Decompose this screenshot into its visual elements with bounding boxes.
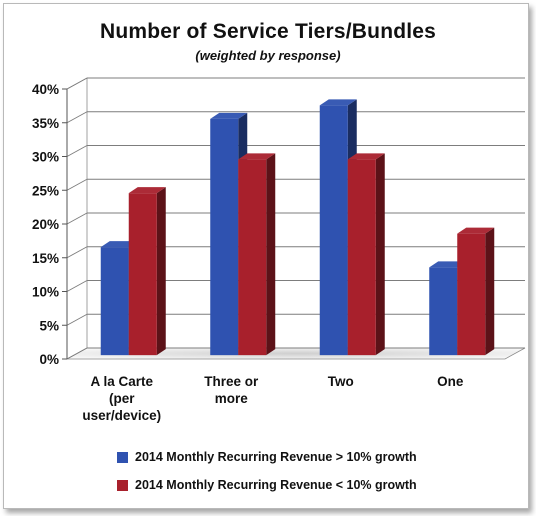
legend-item-series-2: 2014 Monthly Recurring Revenue < 10% gro… [117,476,417,494]
gridline-side [66,145,88,157]
x-tick-label-2: Three or more [204,374,259,406]
chart-title: Number of Service Tiers/Bundles [99,20,437,43]
gridline-side [66,280,88,292]
legend-item-series-1: 2014 Monthly Recurring Revenue > 10% gro… [117,448,417,466]
bar-1-series-2 [128,187,166,356]
y-tick-label: 40% [32,82,59,97]
legend-swatch-series-1 [117,451,128,463]
legend-label-series-2: 2014 Monthly Recurring Revenue < 10% gro… [135,478,417,492]
y-tick-label: 15% [32,251,59,266]
y-tick-label: 30% [32,150,59,165]
gridline-side [66,111,88,124]
gridline-side [66,313,88,326]
y-tick-label: 5% [39,318,59,333]
y-tick-label: 20% [32,217,59,232]
y-axis: 0% 5% 10% 15% 20% 25% 30% 35% 40% [32,82,68,367]
x-tick-label-4: One [437,374,464,389]
gridline-side [66,212,88,225]
y-tick-label: 35% [32,116,59,131]
x-tick-label-3: Two [328,374,354,389]
gridline-side [66,347,88,360]
legend-swatch-series-2 [117,479,128,491]
gridline-side [66,246,88,259]
y-tick-label: 10% [32,285,59,300]
bar-4-series-2 [457,227,495,356]
y-tick-label: 0% [39,352,59,367]
gridline-side [66,77,88,90]
gridline-side [66,178,88,191]
x-tick-label-1: A la Carte (per user/device) [82,374,161,423]
y-tick-label: 25% [32,183,59,198]
bar-2-series-2 [238,153,276,356]
bar-3-series-2 [347,153,385,356]
legend: 2014 Monthly Recurring Revenue > 10% gro… [117,448,417,504]
x-axis: A la Carte (per user/device) Three or more Tw… [82,374,464,423]
bars [100,99,495,356]
legend-label-series-1: 2014 Monthly Recurring Revenue > 10% gro… [135,450,417,464]
chart-subtitle: (weighted by response) [195,48,341,63]
